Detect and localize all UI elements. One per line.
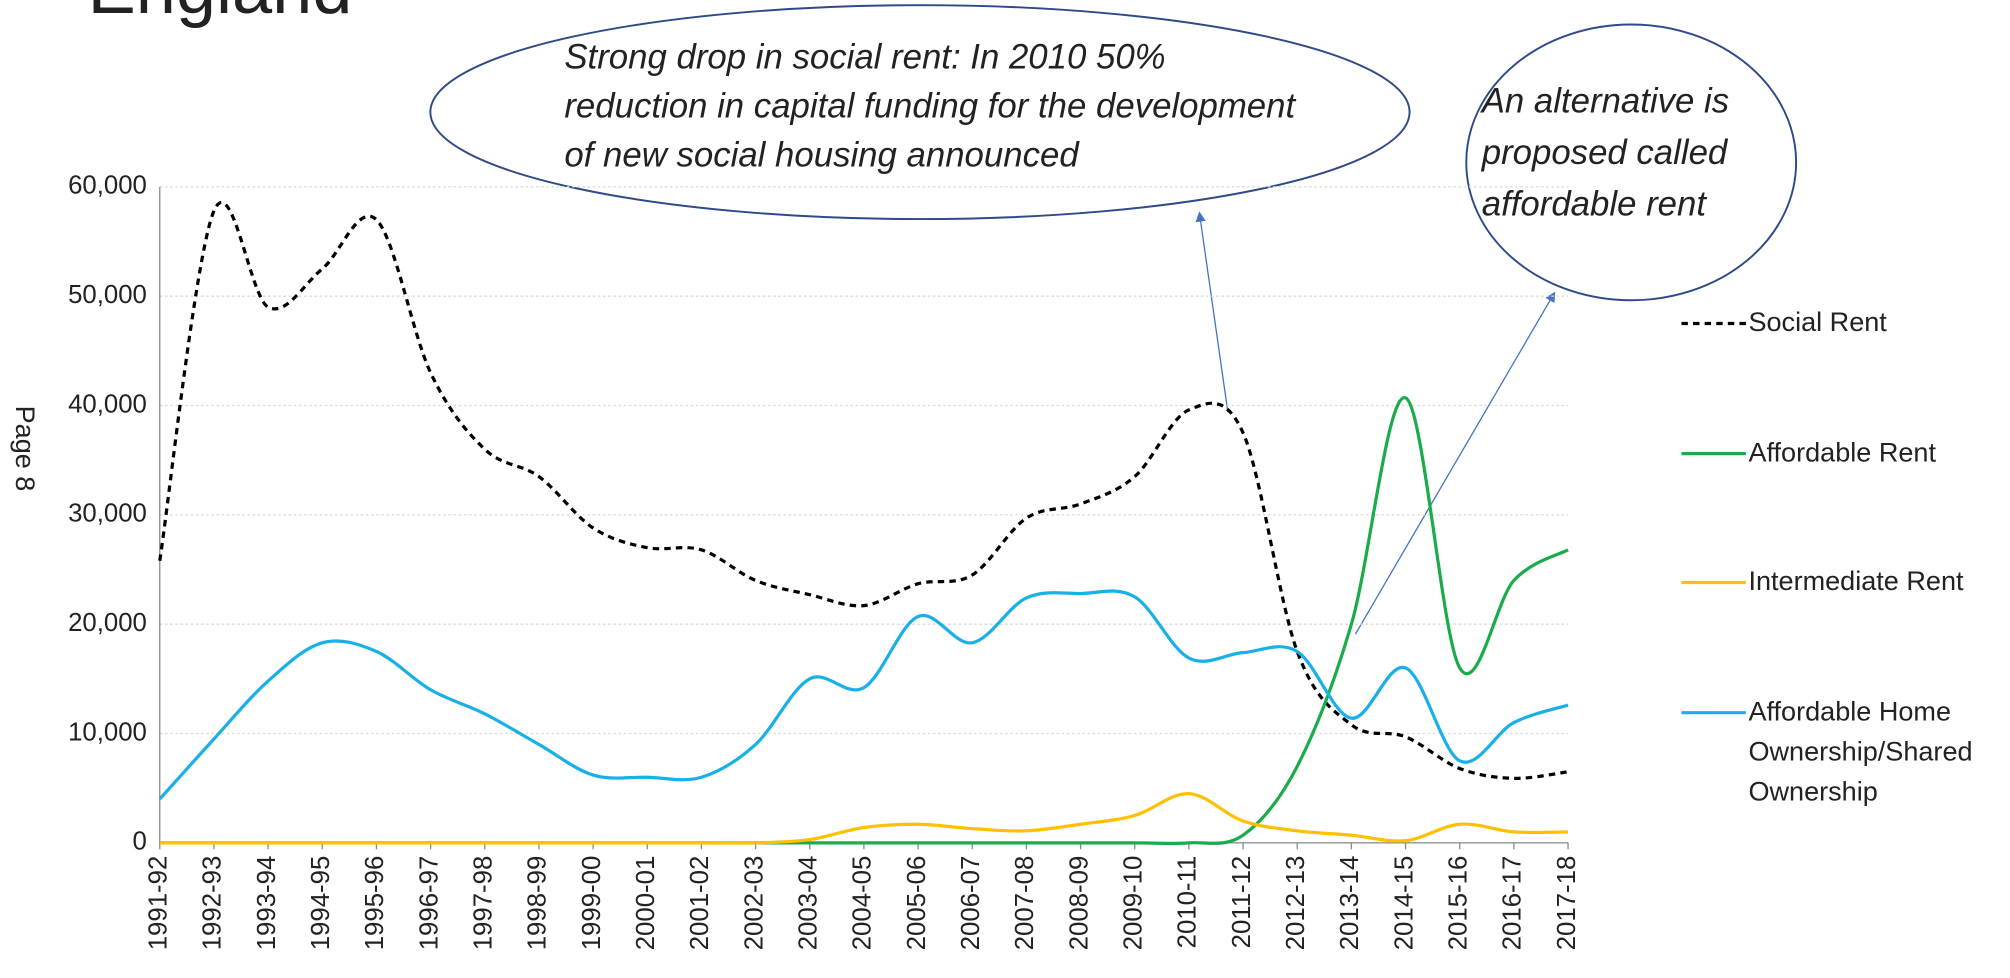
x-tick-label: 2015-16 <box>1445 856 1473 951</box>
x-tick-label: 1997-98 <box>470 856 498 951</box>
legend-item: Affordable Home Ownership/Shared Ownersh… <box>1748 697 1973 807</box>
x-tick-label: 2013-14 <box>1336 856 1364 951</box>
annotation-ellipse <box>429 4 1411 221</box>
y-tick-label: 20,000 <box>68 609 147 637</box>
x-tick-label: 2012-13 <box>1282 856 1310 951</box>
x-tick-label: 2016-17 <box>1499 856 1527 951</box>
x-tick-label: 2010-11 <box>1174 856 1202 949</box>
annotation-text: reduction in capital funding for the dev… <box>564 87 1296 125</box>
annotation-text: proposed called <box>1481 134 1729 172</box>
y-tick-label: 40,000 <box>68 390 147 418</box>
legend-label: Intermediate Rent <box>1748 567 1964 597</box>
x-tick-label: 2014-15 <box>1390 856 1418 951</box>
x-tick-label: 2005-06 <box>903 856 931 951</box>
annotation-text: An alternative is <box>1480 82 1729 120</box>
series-line <box>159 396 1569 846</box>
annotation-ellipse <box>1465 23 1798 302</box>
x-tick-label: 1999-00 <box>578 856 606 951</box>
x-tick-label: 1996-97 <box>415 856 443 951</box>
legend-label: Affordable Rent <box>1748 438 1936 468</box>
legend-item: Social Rent <box>1748 308 1887 338</box>
y-tick-label: 30,000 <box>68 500 147 528</box>
x-tick-label: 2000-01 <box>632 856 660 951</box>
y-tick-label: 0 <box>133 828 147 856</box>
annotation-arrow <box>1195 211 1229 413</box>
chart-title: England <box>88 0 353 29</box>
x-tick-label: 2004-05 <box>849 856 877 951</box>
series-line <box>159 792 1569 845</box>
x-tick-label: 1992-93 <box>199 856 227 951</box>
legend-label: Affordable Home Ownership/Shared Ownersh… <box>1748 697 1973 807</box>
x-tick-label: 2003-04 <box>795 856 823 951</box>
annotation-text: Strong drop in social rent: In 2010 50% <box>564 38 1165 76</box>
x-tick-label: 2006-07 <box>957 856 985 951</box>
x-tick-label: 2011-12 <box>1228 856 1256 949</box>
annotation-arrow <box>1354 291 1556 635</box>
x-tick-label: 1995-96 <box>361 856 389 951</box>
x-tick-label: 2009-10 <box>1120 856 1148 951</box>
annotation-text: affordable rent <box>1482 185 1708 223</box>
x-tick-label: 2007-08 <box>1011 856 1039 951</box>
x-tick-label: 2002-03 <box>740 856 768 951</box>
legend-item: Affordable Rent <box>1748 438 1936 468</box>
legend-label: Social Rent <box>1748 308 1887 338</box>
y-tick-label: 10,000 <box>68 718 147 746</box>
y-tick-label: 50,000 <box>68 281 147 309</box>
x-tick-label: 2008-09 <box>1065 856 1093 951</box>
x-tick-label: 2001-02 <box>686 856 714 951</box>
annotation-text: of new social housing announced <box>564 136 1080 174</box>
x-tick-label: 1998-99 <box>524 856 552 951</box>
x-tick-label: 2017-18 <box>1553 856 1581 951</box>
x-tick-label: 1993-94 <box>253 856 281 951</box>
y-tick-label: 60,000 <box>68 172 147 200</box>
x-tick-label: 1991-92 <box>145 856 173 951</box>
x-tick-label: 1994-95 <box>307 856 335 951</box>
page-label: Page 8 <box>10 406 40 492</box>
series-line <box>158 589 1569 801</box>
series-line <box>158 200 1569 780</box>
legend-item: Intermediate Rent <box>1748 567 1964 597</box>
